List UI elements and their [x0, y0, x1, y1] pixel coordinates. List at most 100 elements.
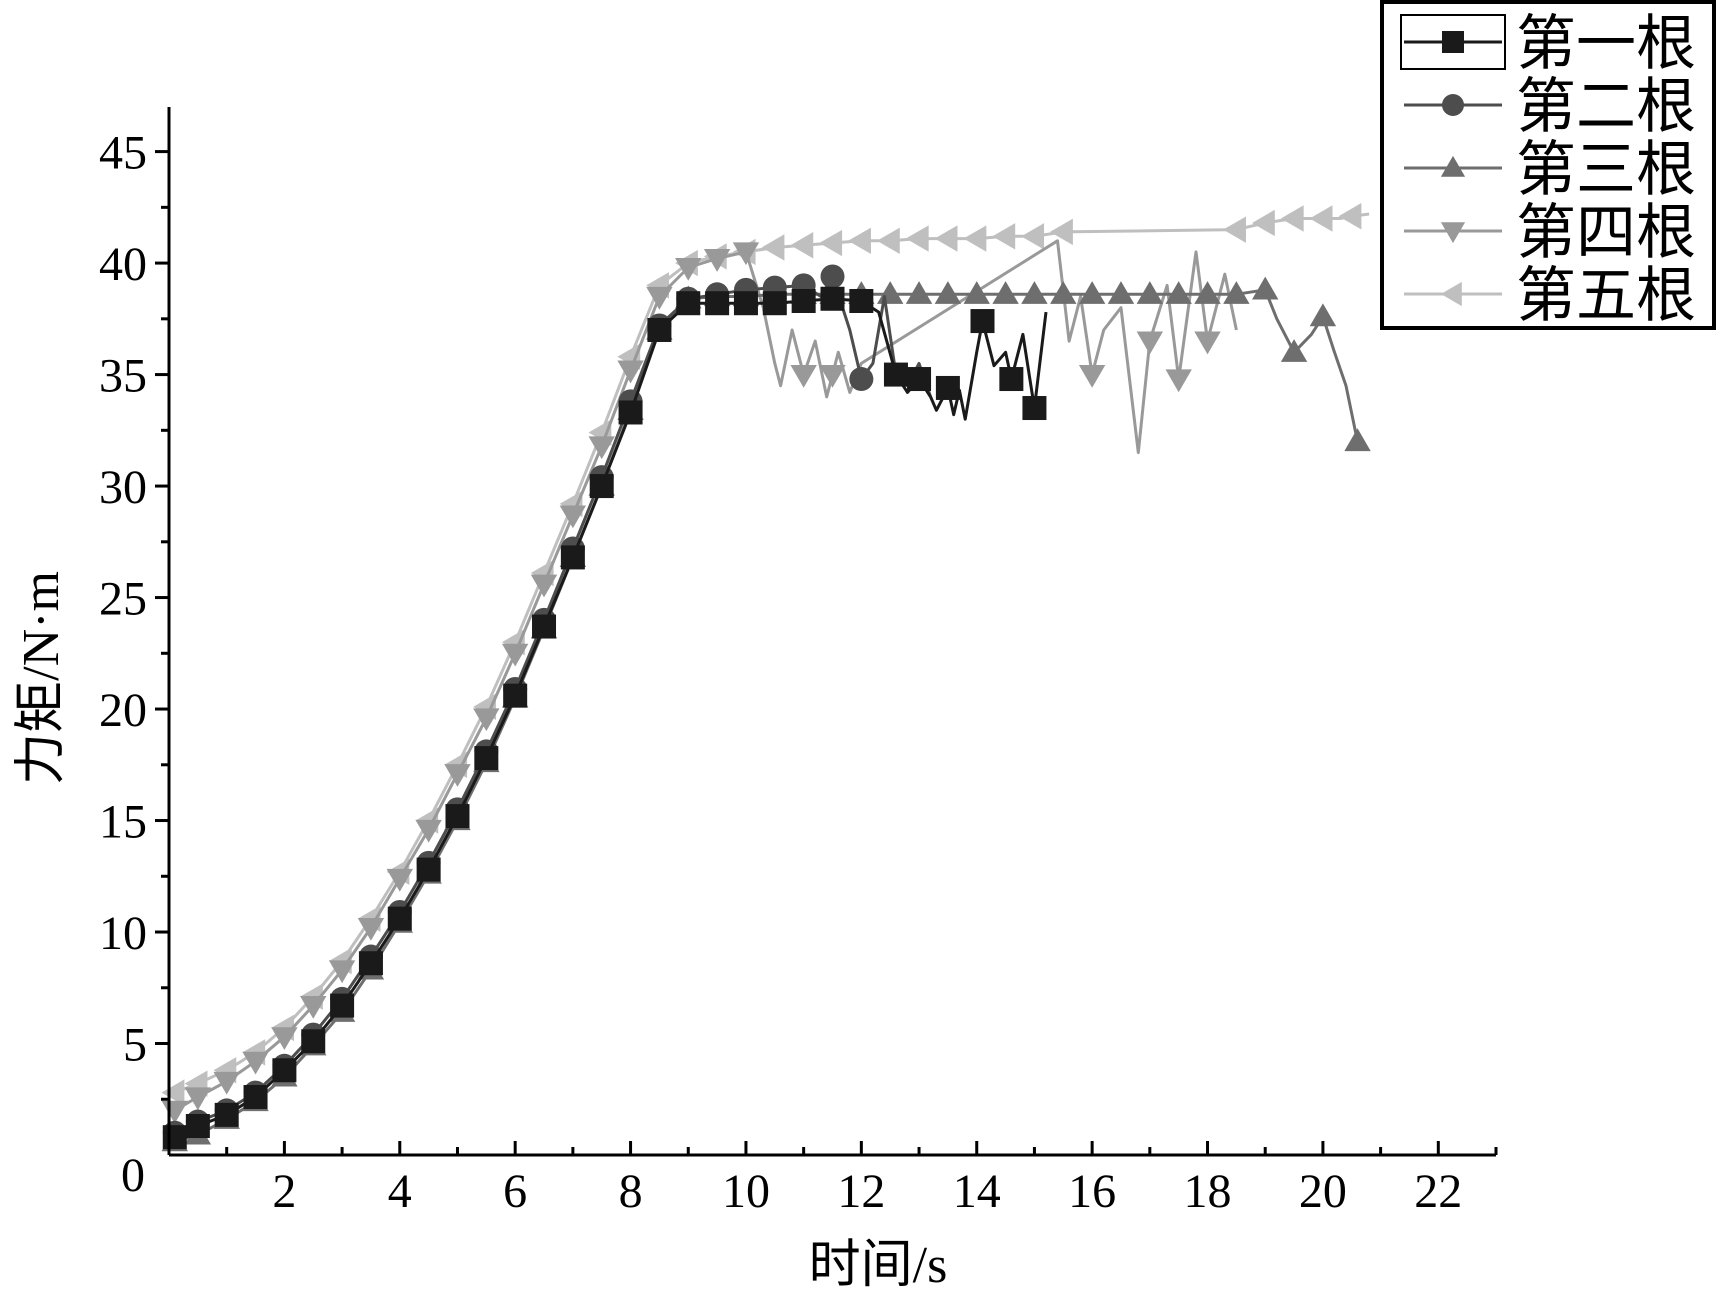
series-1-point — [999, 367, 1024, 392]
series-1-point — [214, 1102, 239, 1127]
x-tick-label: 2 — [272, 1165, 296, 1218]
series-1-point — [330, 993, 355, 1018]
series-4-point — [1165, 369, 1192, 393]
series-5-point — [1021, 223, 1045, 250]
series-1 — [162, 286, 1048, 1150]
series-2-point — [849, 367, 874, 392]
series-5-point — [790, 232, 814, 259]
series-5-point — [1280, 205, 1304, 232]
series-1-point — [272, 1058, 297, 1083]
series-3 — [161, 276, 1371, 1152]
series-3-point — [934, 281, 962, 304]
series-1-point — [162, 1125, 187, 1150]
series-4-point — [819, 364, 846, 388]
y-tick-label: 35 — [99, 350, 147, 403]
series-4-point — [184, 1087, 212, 1111]
series-4-point — [444, 764, 471, 787]
series-3-point — [1136, 281, 1164, 304]
x-tick-label: 6 — [503, 1165, 527, 1218]
legend-label: 第三根 — [1516, 137, 1696, 203]
series-4-point — [473, 708, 500, 732]
series-4-point — [1078, 364, 1106, 388]
series-4-point — [328, 960, 356, 984]
series-1-point — [560, 545, 585, 570]
series-5-point — [1223, 216, 1246, 243]
series-5-point — [819, 229, 843, 257]
series-5-point — [934, 225, 958, 252]
series-1-point — [849, 288, 874, 313]
series-5-point — [1050, 218, 1073, 246]
series-1-point — [733, 291, 758, 316]
series-4-point — [588, 436, 615, 460]
series-5-point — [876, 227, 900, 254]
series-3-point — [1223, 281, 1250, 304]
series-4-point — [271, 1027, 298, 1051]
series-4-point — [213, 1071, 240, 1095]
legend-marker — [1442, 94, 1464, 116]
plot-layer — [161, 203, 1371, 1152]
series-5-point — [161, 1079, 185, 1106]
series-1-point — [820, 286, 845, 311]
x-tick-label: 18 — [1184, 1165, 1232, 1218]
series-4-point — [161, 1100, 188, 1124]
series-1-point — [301, 1029, 326, 1054]
y-tick-label: 15 — [99, 796, 147, 849]
series-4-point — [501, 643, 529, 667]
y-axis-label: 力矩/N·m — [13, 571, 70, 785]
series-4-point — [646, 286, 673, 310]
legend-marker — [1442, 31, 1464, 53]
series-3-point — [1280, 339, 1308, 362]
legend-item-4: 第四根 — [1404, 200, 1696, 266]
y-tick-label: 0 — [121, 1149, 145, 1202]
series-3-point — [963, 281, 990, 304]
series-1-point — [358, 951, 383, 976]
series-1-point — [185, 1114, 210, 1139]
series-1-point — [907, 367, 932, 392]
series-1-point — [618, 400, 643, 425]
series-3-point — [1078, 281, 1106, 304]
series-1-point — [762, 291, 787, 316]
series-4-point — [530, 574, 558, 598]
series-1-point — [935, 375, 960, 400]
series-1-point — [589, 474, 614, 499]
y-tick-label: 20 — [99, 684, 147, 737]
y-tick-label: 30 — [99, 461, 147, 514]
legend-marker — [1440, 155, 1466, 177]
series-3-point — [1165, 281, 1192, 304]
legend-item-5: 第五根 — [1404, 263, 1696, 329]
legend-marker — [1440, 222, 1466, 244]
series-3-point — [1021, 281, 1048, 304]
series-5-point — [963, 225, 987, 252]
series-3-point — [1309, 303, 1337, 327]
legend-marker — [1440, 281, 1462, 307]
y-tick-label: 25 — [99, 573, 147, 626]
series-4-point — [242, 1051, 269, 1075]
series-3-point — [1252, 276, 1279, 300]
y-tick-label: 5 — [123, 1019, 147, 1072]
series-4-point — [617, 360, 644, 384]
series-1-point — [387, 906, 412, 931]
series-4-point — [357, 917, 385, 941]
series-4-point — [790, 364, 817, 388]
series-1-point — [1022, 396, 1047, 421]
series-1-point — [676, 291, 701, 316]
series-1-point — [445, 804, 470, 829]
legend-item-3: 第三根 — [1404, 137, 1696, 203]
series-5-point — [1309, 205, 1333, 232]
series-1-point — [243, 1085, 268, 1110]
legend-item-1: 第一根 — [1400, 11, 1696, 77]
series-3-point — [1194, 281, 1221, 304]
series-4-point — [300, 996, 327, 1019]
series-5-point — [848, 227, 871, 254]
x-tick-label: 8 — [619, 1165, 643, 1218]
series-4-point — [703, 249, 731, 272]
series-5-point — [905, 225, 929, 252]
series-5-point — [1338, 203, 1362, 230]
series-2 — [162, 264, 933, 1145]
legend-label: 第四根 — [1516, 200, 1696, 266]
series-3-point — [1344, 428, 1371, 452]
series-1-point — [532, 614, 557, 639]
axes-layer: 2 4 6 8 10 12 14 16 18 20 22 0 5 10 15 20 25 30 35 40 45 — [99, 107, 1498, 1218]
